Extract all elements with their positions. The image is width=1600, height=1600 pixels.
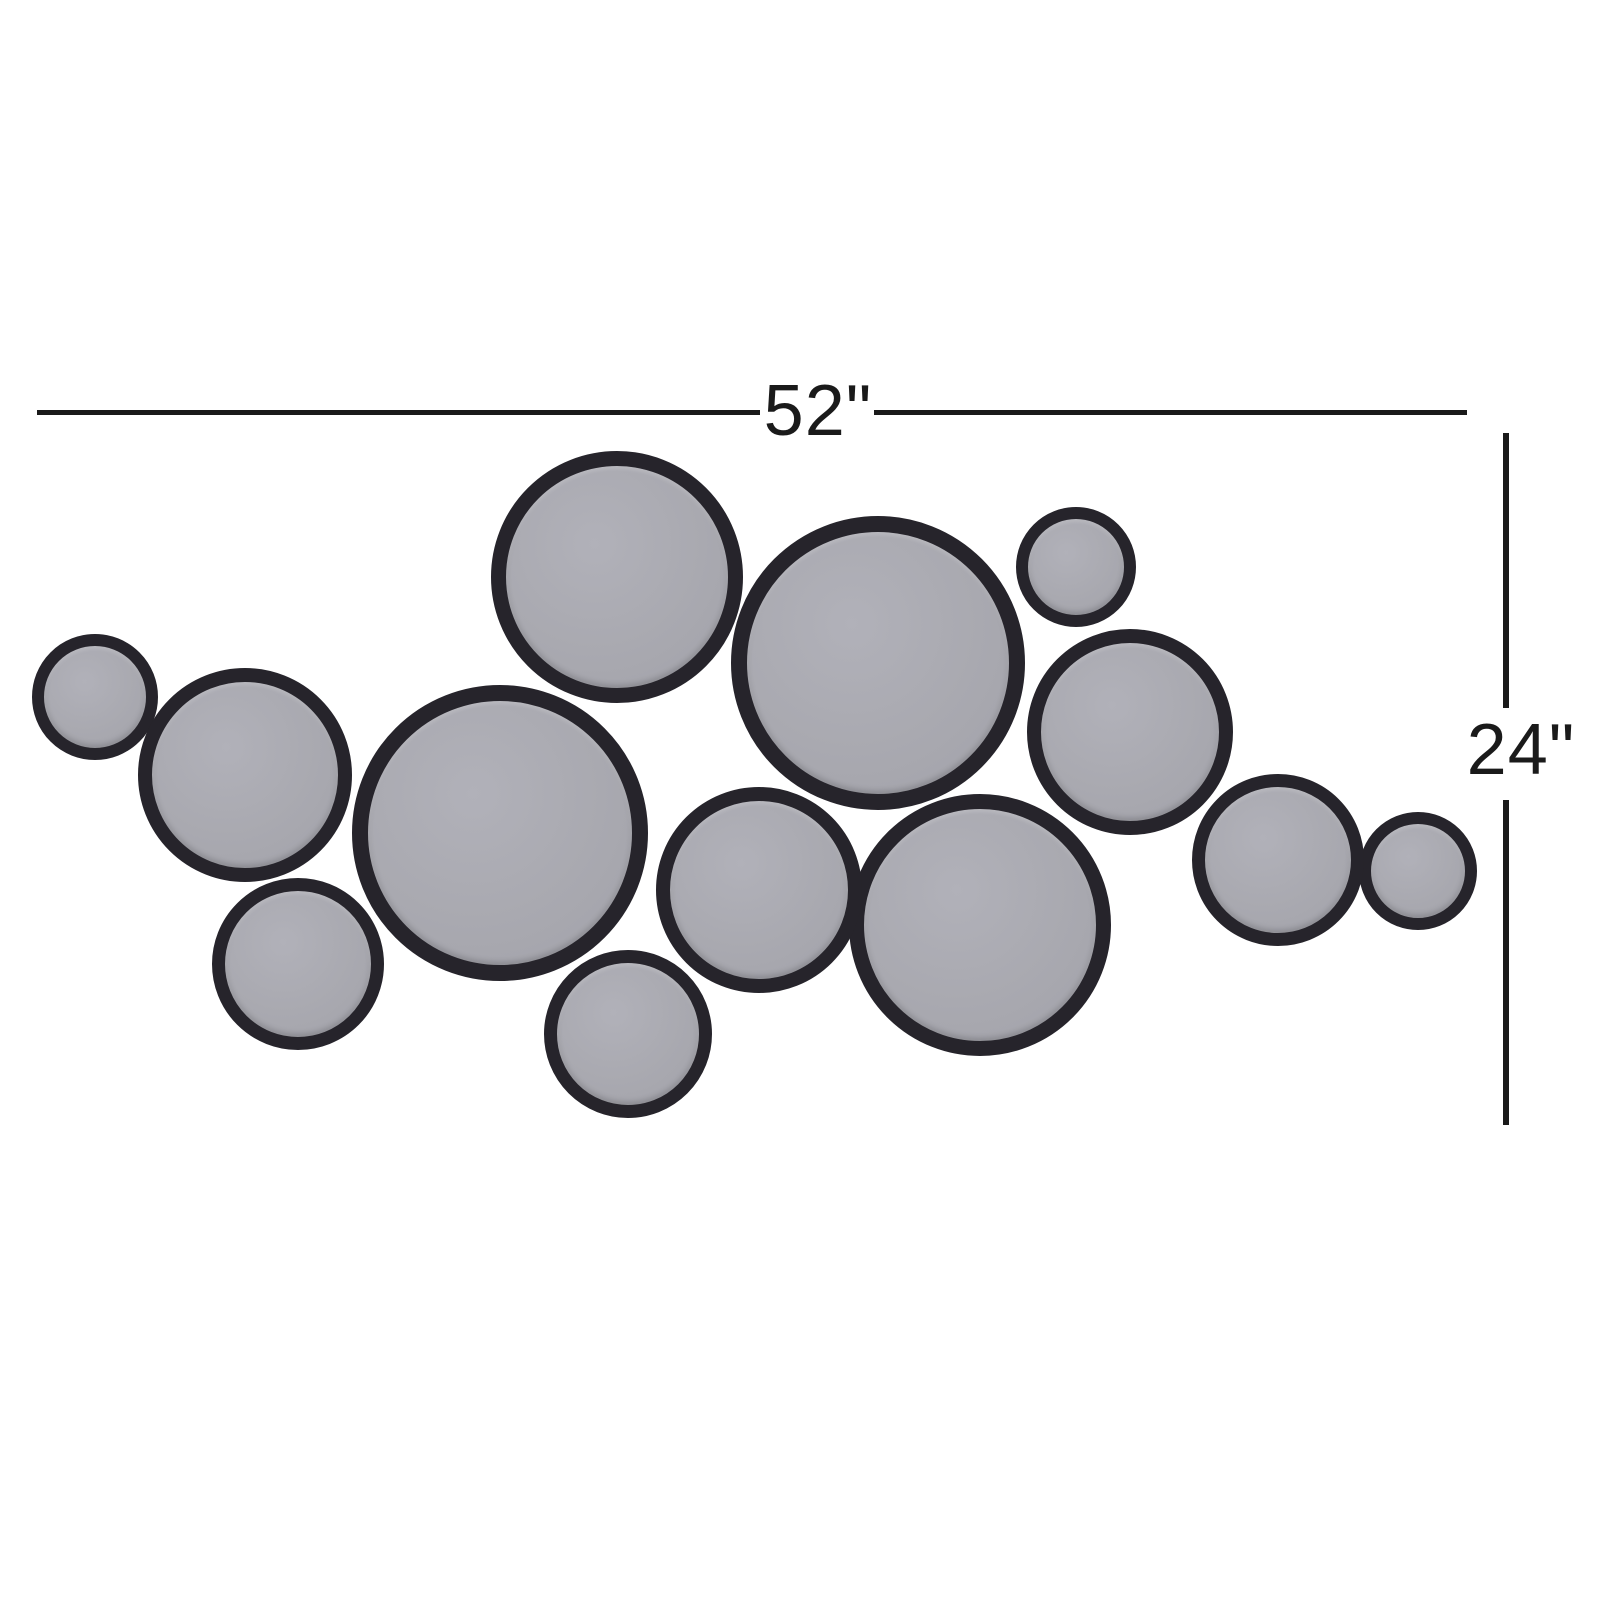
width-dimension-line-left xyxy=(37,410,760,415)
height-dimension-label: 24" xyxy=(1466,710,1576,790)
mirror-circle-center-medium xyxy=(656,787,862,993)
mirror-circle-top-right-small xyxy=(1016,507,1136,627)
height-dimension-line-bottom xyxy=(1503,800,1509,1125)
mirror-circle-top-left-large xyxy=(491,451,743,703)
mirror-circle-left-medium xyxy=(138,668,352,882)
mirror-circle-far-right-small xyxy=(1359,812,1477,930)
mirror-circle-bottom-small xyxy=(544,950,712,1118)
width-dimension-label: 52" xyxy=(763,371,873,451)
width-dimension-line-right xyxy=(874,410,1467,415)
mirror-circle-right-small-medium xyxy=(1192,774,1364,946)
mirror-circle-far-left-small xyxy=(32,634,158,760)
mirror-circle-center-left-large xyxy=(352,685,648,981)
mirror-circle-right-medium xyxy=(1027,629,1233,835)
mirror-circle-top-center-largest xyxy=(731,516,1025,810)
height-dimension-line-top xyxy=(1503,433,1509,708)
mirror-circle-bottom-left-small xyxy=(212,878,384,1050)
mirror-circle-bottom-center-large xyxy=(849,794,1111,1056)
